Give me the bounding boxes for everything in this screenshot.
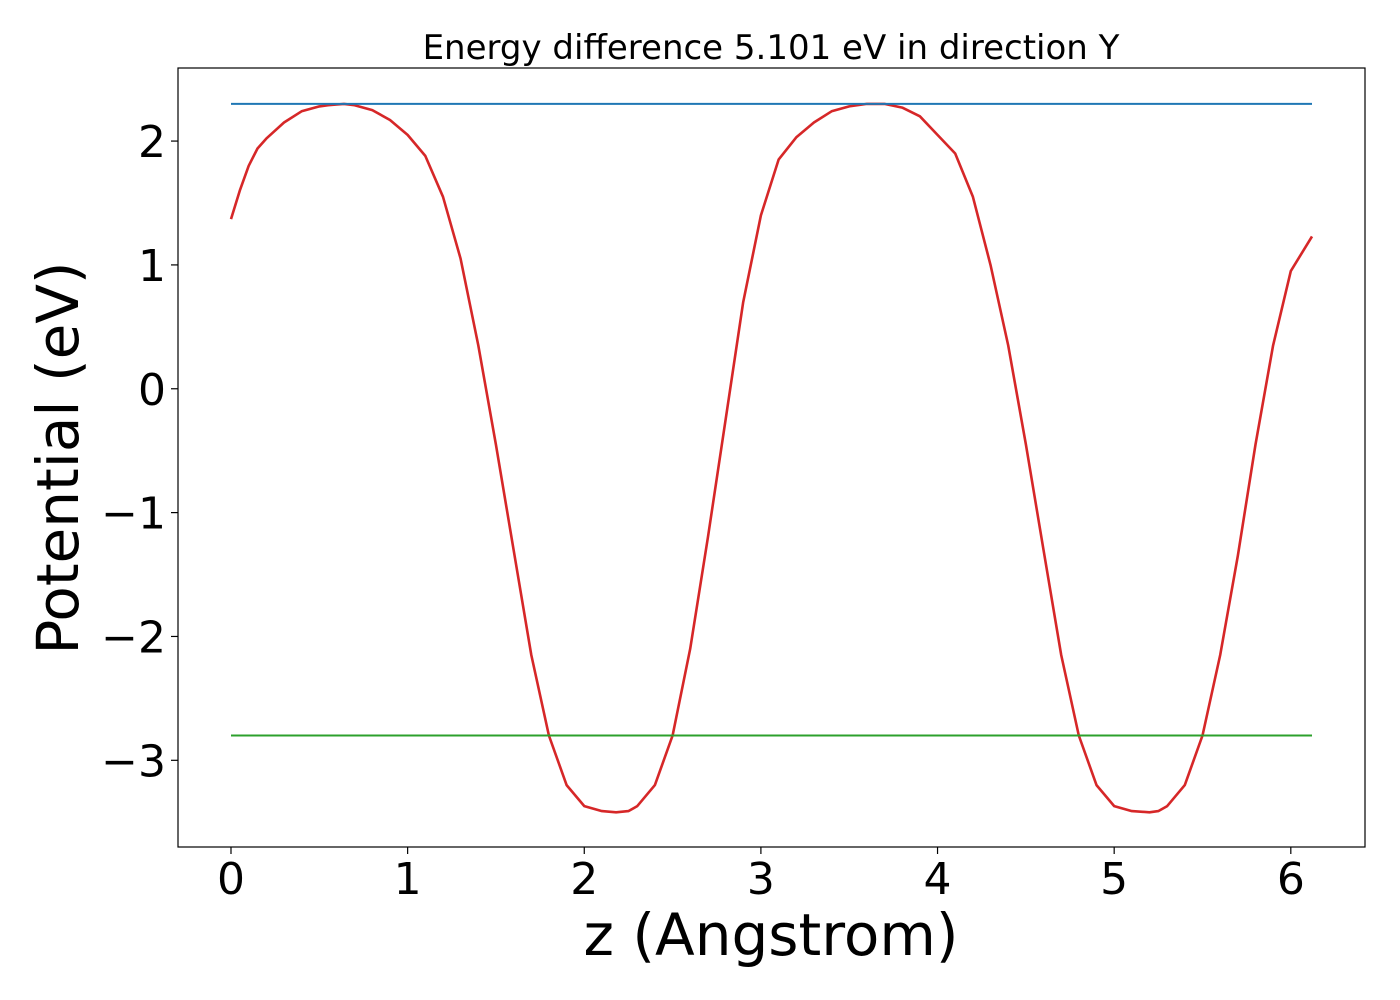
x-axis-ticks: 0 1 2 3 4 5 6 (217, 847, 1305, 905)
y-axis-ticks: −3 −2 −1 0 1 2 (101, 117, 178, 787)
series-line-1 (229, 102, 1314, 814)
y-tick-label: 2 (138, 117, 166, 168)
y-tick-label: 0 (138, 365, 166, 416)
plot-area-frame (177, 67, 1366, 848)
y-tick-label: −3 (101, 736, 166, 787)
y-tick-label: −1 (101, 489, 166, 540)
x-tick-label: 0 (217, 854, 245, 905)
x-axis-label: z (Angstrom) (584, 901, 959, 969)
x-tick-label: 4 (924, 854, 952, 905)
x-tick-label: 2 (570, 854, 598, 905)
x-tick-label: 5 (1100, 854, 1128, 905)
chart-title: Energy difference 5.101 eV in direction … (423, 28, 1120, 68)
y-tick-label: −2 (101, 612, 166, 663)
y-tick-label: 1 (138, 241, 166, 292)
y-axis-label: Potential (eV) (24, 261, 92, 654)
x-tick-label: 6 (1277, 854, 1305, 905)
series-layer (229, 102, 1314, 814)
x-tick-label: 1 (394, 854, 422, 905)
x-tick-label: 3 (747, 854, 775, 905)
